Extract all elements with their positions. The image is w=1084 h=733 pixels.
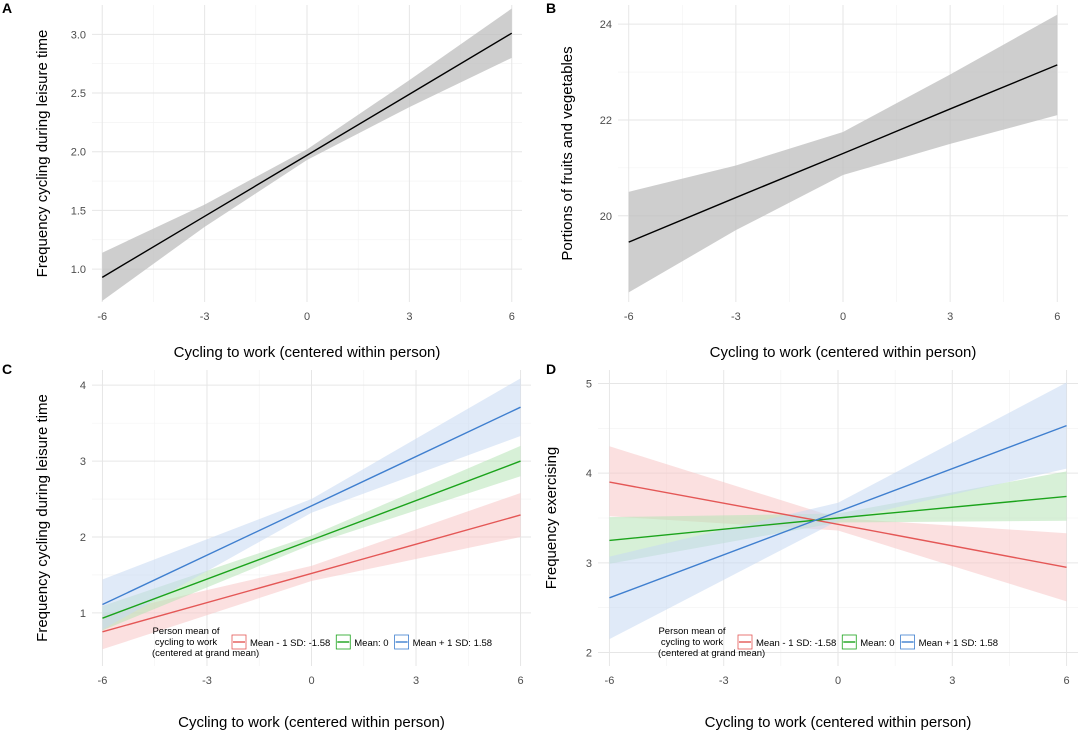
- series-lines: [628, 64, 1058, 243]
- y-tick-label: 4: [586, 468, 592, 480]
- x-tick-label: -6: [97, 311, 107, 323]
- y-tick-label: 3.0: [71, 29, 86, 41]
- legend-label: Mean + 1 SD: 1.58: [413, 638, 492, 649]
- y-axis-title: Frequency cycling during leisure time: [34, 30, 51, 278]
- series-line-1: [102, 514, 521, 633]
- x-axis-title: Cycling to work (centered within person): [710, 344, 977, 361]
- ci-band-2: [102, 445, 521, 631]
- x-tick-label: 3: [406, 311, 412, 323]
- x-tick-label: 0: [304, 311, 310, 323]
- legend-label: Mean + 1 SD: 1.58: [919, 638, 998, 649]
- x-tick-label: 6: [517, 675, 523, 687]
- y-tick-label: 2.5: [71, 88, 86, 100]
- y-tick-label: 20: [600, 211, 612, 223]
- panel-b: B -6 -3 0 3 6 20 22 24 Cycling to work (centered …: [546, 0, 1068, 361]
- panel-letter: D: [546, 361, 556, 377]
- legend-title: (centered at grand mean): [658, 648, 765, 659]
- panel-c: C -6 -3 0 3 6 1 2 3 4 Cycling to work (centered wi…: [2, 361, 531, 731]
- legend-label: Mean: 0: [860, 638, 894, 649]
- x-tick-label: 3: [413, 675, 419, 687]
- series-line-2: [102, 460, 521, 619]
- x-tick-label: -6: [624, 311, 634, 323]
- ci-band-1: [102, 492, 521, 650]
- tick-labels: -6 -3 0 3 6 1 2 3 4: [80, 380, 524, 687]
- y-tick-label: 22: [600, 115, 612, 127]
- x-tick-label: -3: [202, 675, 212, 687]
- panel-letter: C: [2, 361, 12, 377]
- legend-label: Mean: 0: [354, 638, 388, 649]
- panel-d: D -6 -3 0 3 6 2 3 4 5 Cycling to work (centered wi…: [543, 361, 1078, 731]
- y-axis-title: Frequency exercising: [543, 447, 560, 590]
- series-line-1: [628, 64, 1058, 243]
- confidence-bands: [102, 378, 521, 650]
- x-tick-label: 6: [1054, 311, 1060, 323]
- y-tick-label: 24: [600, 19, 612, 31]
- grid: [92, 5, 522, 302]
- series-lines: [102, 406, 521, 633]
- x-tick-label: 3: [947, 311, 953, 323]
- series-line-1: [609, 481, 1067, 569]
- x-tick-label: 6: [509, 311, 515, 323]
- x-tick-label: -3: [200, 311, 210, 323]
- legend-title: Person mean of: [658, 626, 725, 637]
- y-tick-label: 4: [80, 380, 86, 392]
- x-tick-label: -3: [731, 311, 741, 323]
- legend-title: cycling to work: [155, 637, 218, 648]
- y-tick-label: 2: [586, 648, 592, 660]
- series-line-1: [101, 32, 513, 278]
- legend-title: Person mean of: [152, 626, 219, 637]
- y-tick-label: 1.0: [71, 264, 86, 276]
- tick-labels: -6 -3 0 3 6 20 22 24: [600, 19, 1061, 323]
- y-tick-label: 3: [80, 456, 86, 468]
- tick-labels: -6 -3 0 3 6 2 3 4 5: [586, 378, 1070, 687]
- x-tick-label: 0: [308, 675, 314, 687]
- x-tick-label: 3: [949, 675, 955, 687]
- y-tick-label: 5: [586, 378, 592, 390]
- ci-band-3: [609, 382, 1067, 640]
- y-axis-title: Frequency cycling during leisure time: [34, 394, 51, 642]
- panel-letter: A: [2, 0, 12, 16]
- series-line-3: [102, 406, 521, 606]
- x-axis-title: Cycling to work (centered within person): [705, 714, 972, 731]
- series-line-2: [609, 495, 1067, 542]
- x-tick-label: 0: [840, 311, 846, 323]
- legend-label: Mean - 1 SD: -1.58: [250, 638, 330, 649]
- x-tick-label: 0: [835, 675, 841, 687]
- tick-labels: -6 -3 0 3 6 1.0 1.5 2.0 2.5 3.0: [71, 29, 515, 323]
- legend-title: cycling to work: [661, 637, 724, 648]
- x-axis-title: Cycling to work (centered within person): [178, 714, 445, 731]
- y-tick-label: 1: [80, 608, 86, 620]
- ci-band-3: [102, 378, 521, 630]
- legend-label: Mean - 1 SD: -1.58: [756, 638, 836, 649]
- panel-letter: B: [546, 0, 556, 16]
- y-tick-label: 2: [80, 532, 86, 544]
- y-tick-label: 3: [586, 558, 592, 570]
- x-tick-label: -3: [719, 675, 729, 687]
- x-axis-title: Cycling to work (centered within person): [174, 344, 441, 361]
- y-tick-label: 2.0: [71, 147, 86, 159]
- y-tick-label: 1.5: [71, 205, 86, 217]
- y-axis-title: Portions of fruits and vegetables: [559, 46, 576, 260]
- x-tick-label: -6: [605, 675, 615, 687]
- x-tick-label: -6: [98, 675, 108, 687]
- x-tick-label: 6: [1064, 675, 1070, 687]
- series-line-3: [609, 424, 1067, 599]
- panel-a: A -6 -3 0 3 6 1.0 1.5 2.0 2.5 3.0 Cycling to work (…: [2, 0, 522, 361]
- series-lines: [101, 32, 513, 278]
- legend-title: (centered at grand mean): [152, 648, 259, 659]
- series-lines: [609, 424, 1067, 599]
